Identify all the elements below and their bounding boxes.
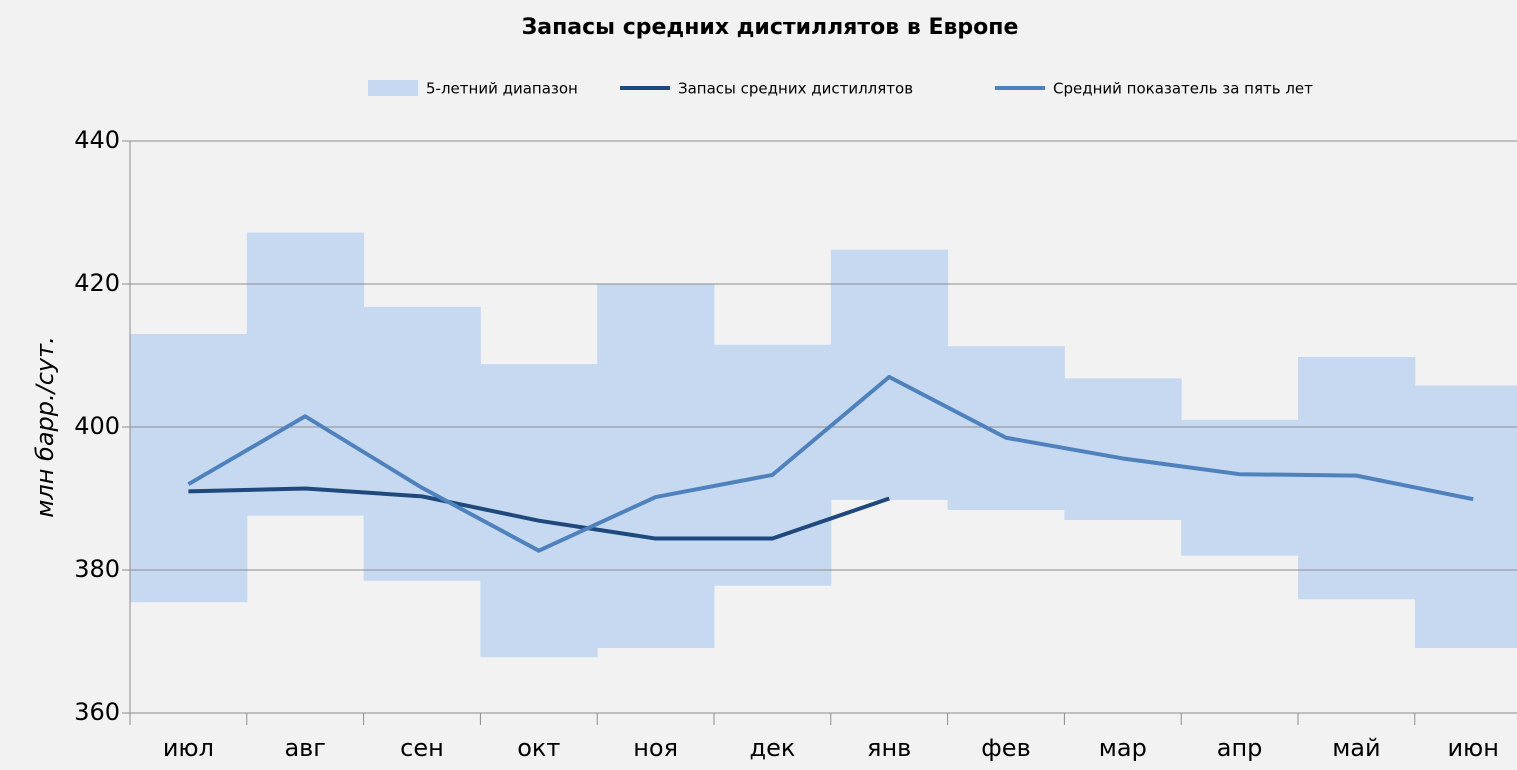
x-tick-label: дек bbox=[749, 734, 795, 762]
range-band bbox=[597, 284, 715, 648]
range-band bbox=[1414, 385, 1517, 648]
range-band bbox=[363, 306, 481, 581]
x-tick-label: апр bbox=[1217, 734, 1263, 762]
range-band bbox=[1181, 419, 1299, 556]
x-tick-label: окт bbox=[517, 734, 560, 762]
range-band bbox=[1298, 356, 1416, 600]
x-tick-label: янв bbox=[867, 734, 911, 762]
legend-label: Средний показатель за пять лет bbox=[1053, 80, 1313, 98]
y-tick-label: 360 bbox=[74, 698, 120, 726]
series-line bbox=[187, 374, 1474, 553]
y-tick-label: 380 bbox=[74, 555, 120, 583]
x-tick-label: авг bbox=[284, 734, 325, 762]
range-band bbox=[1064, 378, 1182, 520]
x-tick-label: мар bbox=[1099, 734, 1147, 762]
range-band bbox=[130, 334, 248, 603]
y-axis-label: млн барр./сут. bbox=[31, 336, 59, 517]
legend-label: Запасы средних дистиллятов bbox=[678, 80, 913, 98]
x-tick-label: сен bbox=[400, 734, 444, 762]
x-tick-label: ноя bbox=[633, 734, 678, 762]
y-tick-label: 420 bbox=[74, 269, 120, 297]
chart-title: Запасы средних дистиллятов в Европе bbox=[522, 15, 1019, 40]
range-band bbox=[947, 346, 1065, 510]
legend-label: 5-летний диапазон bbox=[426, 80, 578, 98]
range-band bbox=[246, 232, 365, 516]
x-tick-label: июл bbox=[163, 734, 214, 762]
range-band bbox=[714, 344, 832, 586]
y-tick-label: 440 bbox=[74, 126, 120, 154]
legend-swatch bbox=[368, 80, 418, 96]
series-line bbox=[188, 486, 890, 541]
x-tick-label: фев bbox=[981, 734, 1030, 762]
x-tick-label: май bbox=[1332, 734, 1380, 762]
y-tick-label: 400 bbox=[74, 412, 120, 440]
x-tick-label: июн bbox=[1447, 734, 1499, 762]
range-band bbox=[830, 249, 949, 500]
